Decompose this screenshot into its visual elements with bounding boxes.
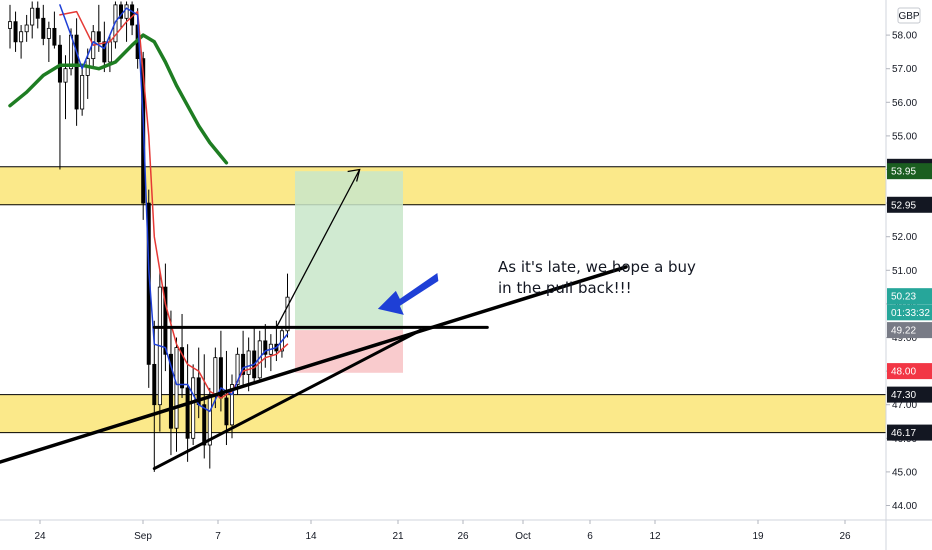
candle-body [102,41,107,63]
y-tick-label: 56.00 [892,98,917,109]
long-trendline [0,265,628,464]
y-tick-label: 47.00 [892,400,917,411]
y-tick-label: 57.00 [892,64,917,75]
x-tick-label: 14 [305,531,317,542]
candle-body [107,41,112,63]
x-tick-label: Oct [515,531,531,542]
price-badge-label: 47.30 [891,390,916,401]
price-badge-box [887,386,932,403]
price-badge-box [887,304,932,321]
currency-label[interactable]: GBP [897,7,921,24]
candle-body [80,75,85,110]
callout-arrow [377,273,439,315]
candle-body [124,4,129,19]
y-tick-label: 55.00 [892,131,917,142]
time-axis[interactable]: 24 Sep 7 14 21 26 Oct 6 12 19 26 [34,520,851,542]
candle-body [174,347,179,429]
x-tick-label: 26 [839,531,851,542]
candle-body [13,21,18,43]
x-tick-label: 7 [215,531,221,542]
candle-body [185,387,190,439]
candle-body [119,4,124,19]
slow-ma-line [8,33,229,165]
x-tick-label: Sep [134,531,152,542]
x-tick-label: 24 [34,531,46,542]
candle-body [213,357,218,396]
annotation-line-2: in the pull back!!! [498,279,632,297]
candle-body [202,404,207,446]
price-badge-label: 46.17 [891,428,916,439]
price-badge-label: 01:33:32 [891,308,930,319]
trendlines-layer [0,168,628,471]
blue-ma-line [59,4,289,413]
resistance-zone [0,166,886,205]
short-trendline [152,328,423,471]
candle-body [46,27,51,39]
annotation-layer: As it's late, we hope a buy in the pull … [498,258,696,297]
candle-body [235,353,240,385]
target-arrow-head [347,168,361,182]
moving-averages-layer [8,4,289,413]
candle-body [224,397,229,426]
candle-body [180,347,185,389]
x-tick-label: 6 [587,531,593,542]
candle-body [63,68,68,83]
x-tick-label: 26 [457,531,469,542]
price-badge-box [887,363,932,380]
y-tick-label: 44.00 [892,501,917,512]
red-ma-line [59,10,289,399]
candle-body [19,31,24,43]
price-badge-label: 52.95 [891,200,916,211]
price-badge-box [887,288,932,305]
currency-label-text: GBP [898,11,919,22]
y-tick-label: 51.00 [892,266,917,277]
candle-body [241,353,246,375]
y-tick-label: 52.00 [892,232,917,243]
candle-body [246,350,251,375]
candle-body [285,296,290,332]
x-tick-label: 21 [392,531,404,542]
price-badge-label: 49.22 [891,326,916,337]
x-tick-label: 19 [752,531,764,542]
price-badge-box [887,424,932,441]
price-badge-box [887,163,932,180]
x-tick-label: 12 [649,531,661,542]
candle-body [263,340,268,355]
annotation-line-1: As it's late, we hope a buy [498,258,696,276]
candle-body [30,7,35,26]
candle-body [41,17,46,39]
candle-body [52,27,57,46]
candle-body [74,34,79,110]
zones-layer [0,166,886,434]
price-badges: 54.0853.9552.9550.2301:33:3249.2248.0047… [887,158,932,441]
support-zone [0,394,886,433]
price-badge-box [887,196,932,213]
price-badge-label: 48.00 [891,367,916,378]
candle-body [163,286,168,355]
candle-body [229,384,234,426]
candle-body [7,21,12,29]
currency-label-box [897,7,921,24]
candle-body [96,31,101,43]
candle-body [152,363,157,406]
candle-body [207,394,212,446]
y-tick-label: 45.00 [892,467,917,478]
price-badge-label: 50.23 [891,292,916,303]
price-badge-label: 53.95 [891,167,916,178]
y-tick-label: 49.00 [892,333,917,344]
target-arrow-shaft [275,169,361,328]
candle-body [191,377,196,439]
candle-body [168,353,173,429]
candle-body [35,7,40,19]
price-badge-box [887,322,932,339]
candle-body [24,24,29,33]
y-tick-label: 58.00 [892,31,917,42]
